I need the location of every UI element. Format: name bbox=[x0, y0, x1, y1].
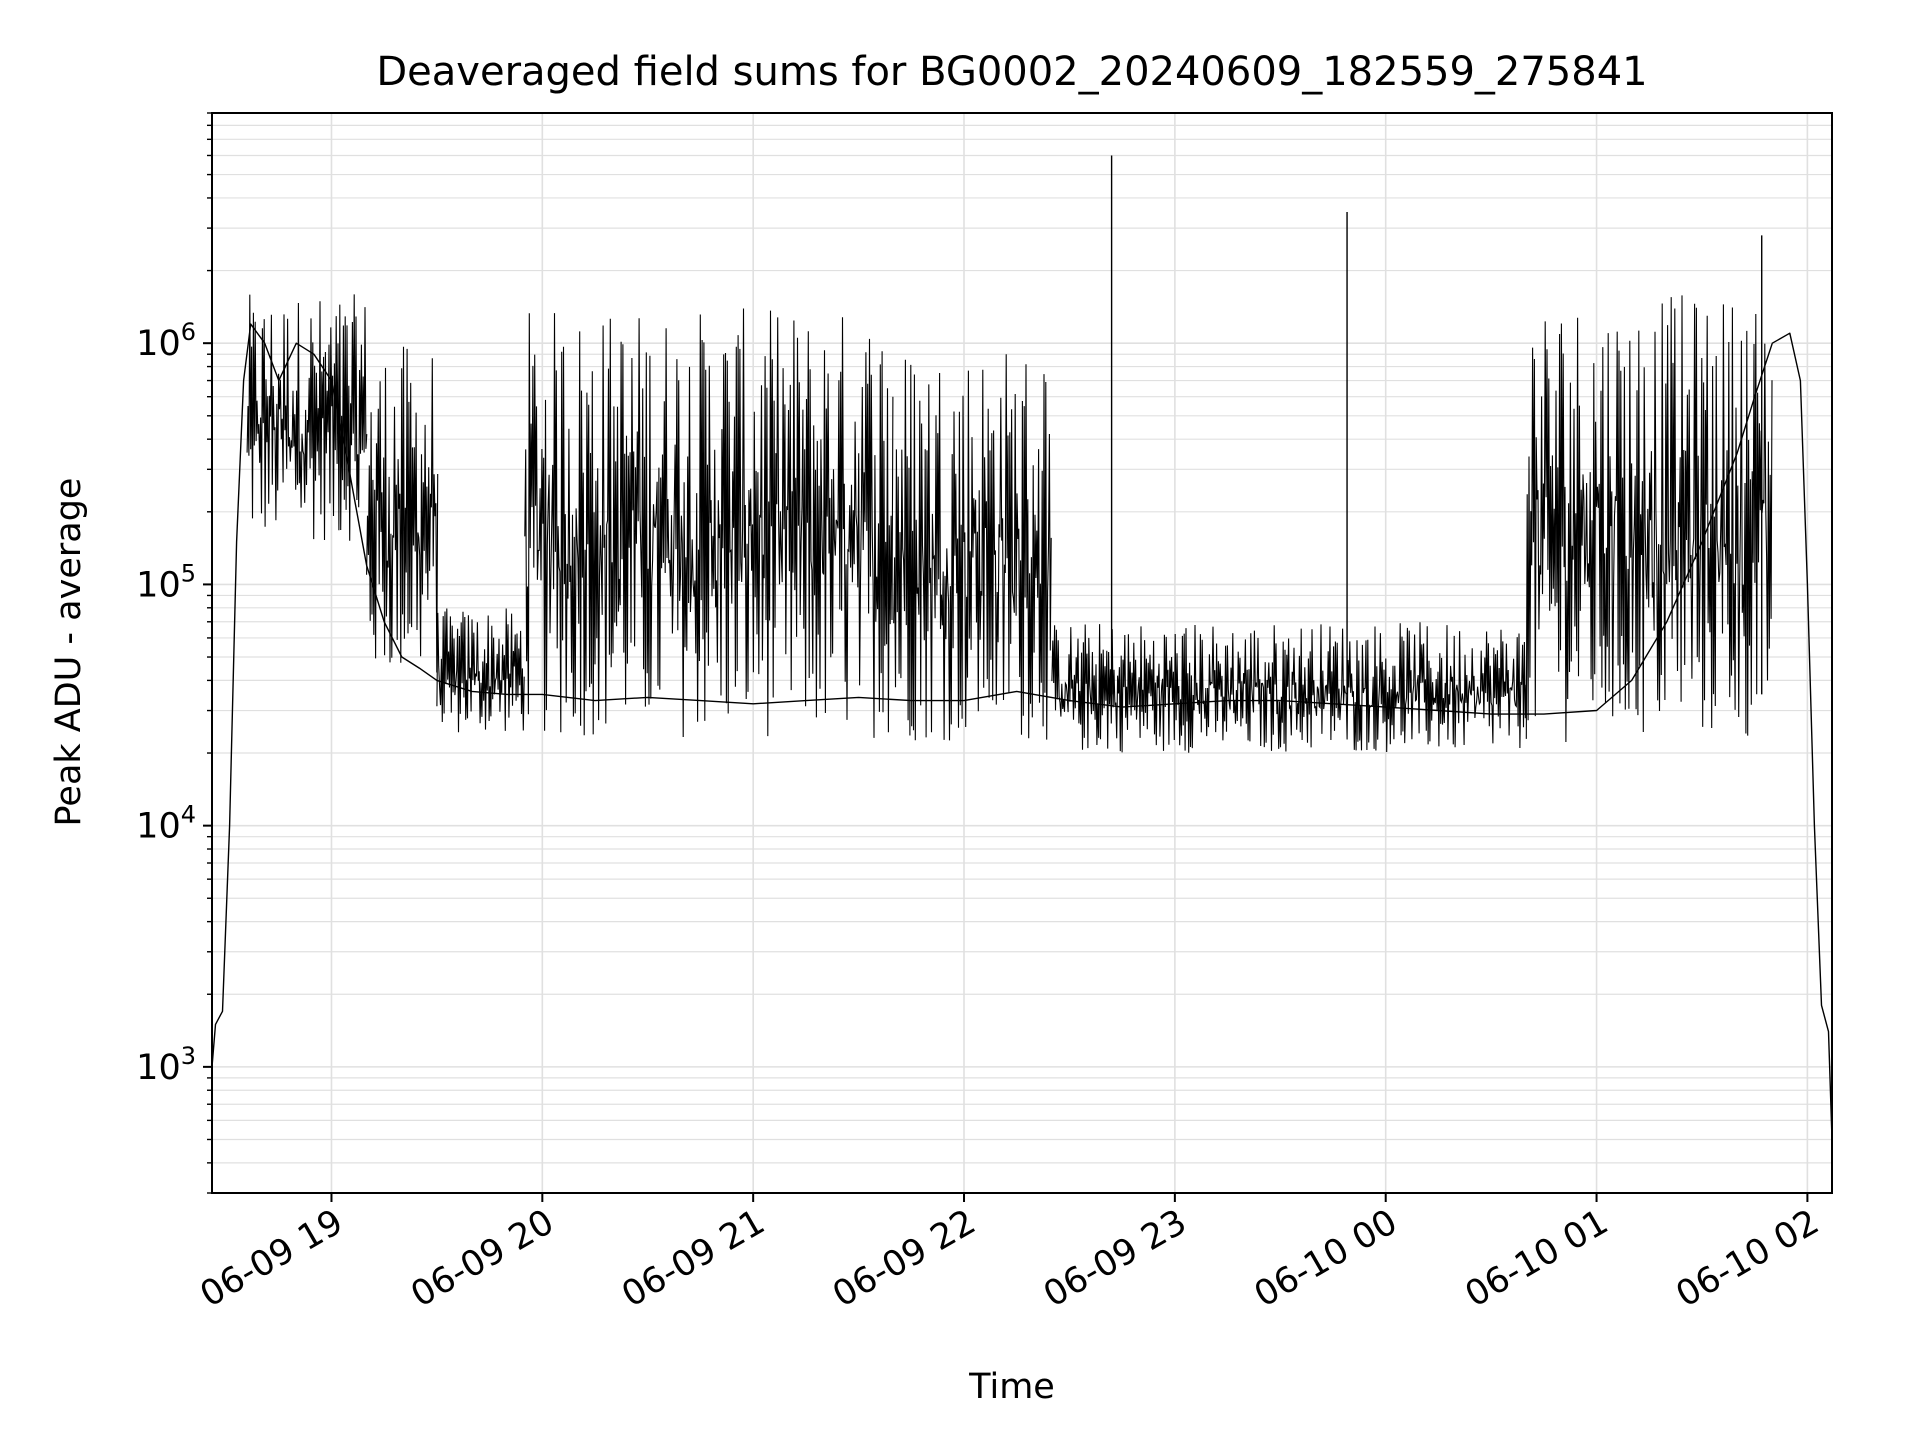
y-tick-label: 103 bbox=[136, 1042, 196, 1088]
variation-band bbox=[893, 354, 1052, 741]
variation-band bbox=[1051, 622, 1527, 753]
y-tick-label: 104 bbox=[136, 801, 196, 847]
y-tick-label: 106 bbox=[136, 318, 196, 364]
x-axis-label: Time bbox=[968, 1367, 1055, 1407]
variation-band bbox=[246, 294, 368, 541]
variation-band bbox=[524, 308, 894, 738]
plot-frame bbox=[211, 112, 1833, 1194]
variation-band bbox=[366, 346, 439, 673]
y-tick-label: 105 bbox=[136, 559, 196, 605]
variation-band bbox=[436, 608, 525, 733]
y-axis-label: Peak ADU - average bbox=[49, 478, 89, 827]
series-line bbox=[211, 323, 1833, 1140]
y-axis: 103 104 105 106 bbox=[136, 112, 212, 1194]
chart-title: Deaveraged field sums for BG0002_2024060… bbox=[376, 49, 1647, 95]
variation-strokes bbox=[246, 294, 1773, 753]
variation-band bbox=[1525, 295, 1773, 743]
data-layer bbox=[211, 155, 1833, 1140]
